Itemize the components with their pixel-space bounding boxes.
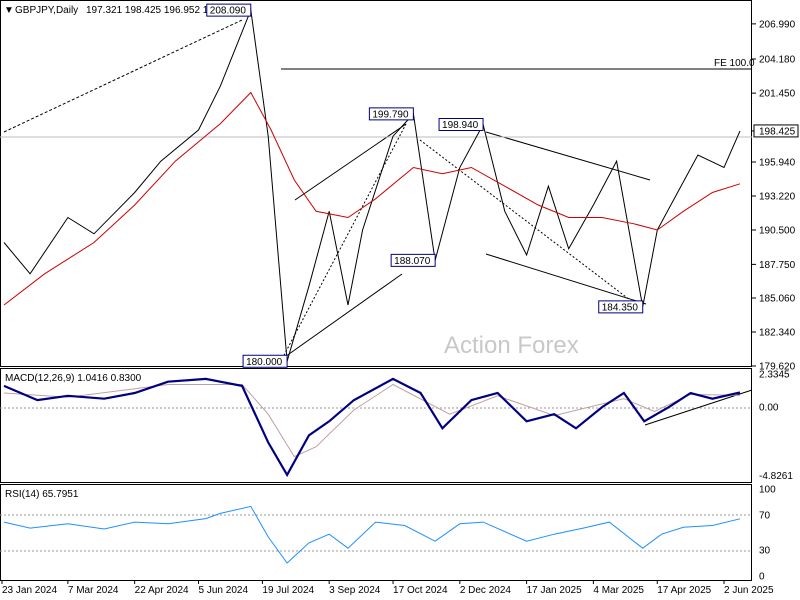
pivot-label: 199.790 xyxy=(372,109,409,120)
x-tick-label: 17 Oct 2024 xyxy=(393,585,448,596)
descending-dotted-line xyxy=(419,139,631,301)
macd-tick-label: 0.00 xyxy=(759,403,779,414)
descending-upper-line xyxy=(485,131,651,181)
descending-lower-line xyxy=(485,253,647,305)
macd-tick-label: -4.8261 xyxy=(759,471,793,482)
x-tick-label: 4 Mar 2025 xyxy=(593,585,644,596)
x-tick-label: 2 Dec 2024 xyxy=(460,585,512,596)
x-tick-label: 22 Apr 2024 xyxy=(135,585,189,596)
x-tick-label: 2 Jun 2025 xyxy=(724,585,774,596)
pivot-label: 180.000 xyxy=(246,357,283,368)
x-tick-label: 7 Mar 2024 xyxy=(68,585,119,596)
macd-signal-line xyxy=(3,383,741,458)
rsi-title: RSI(14) 65.7951 xyxy=(5,489,79,500)
price-tick-label: 201.450 xyxy=(759,89,796,100)
channel-upper-line xyxy=(294,123,407,201)
rsi-tick-label: 0 xyxy=(759,572,765,583)
pivot-label-box xyxy=(242,354,288,368)
pivot-label: 184.350 xyxy=(602,302,639,313)
moving-average-line xyxy=(3,91,741,306)
x-tick-label: 17 Apr 2025 xyxy=(657,585,711,596)
channel-dotted-mid xyxy=(281,123,407,360)
price-tick-label: 195.940 xyxy=(759,158,796,169)
price-tick-label: 187.750 xyxy=(759,260,796,271)
price-tick-label: 193.220 xyxy=(759,192,796,203)
rsi-line xyxy=(3,505,741,564)
x-tick-label: 19 Jul 2024 xyxy=(262,585,314,596)
pivot-label-box xyxy=(368,107,414,121)
price-tick-label: 206.990 xyxy=(759,19,796,30)
rsi-tick-label: 70 xyxy=(759,511,771,522)
rsi-tick-label: 30 xyxy=(759,545,771,556)
header-ohlc: 197.321 198.425 196.952 198.425 xyxy=(86,5,239,16)
price-tick-label: 179.620 xyxy=(759,362,796,373)
header-arrow-icon: ▼ xyxy=(4,5,14,16)
pivot-label: 188.070 xyxy=(394,256,431,267)
rsi-tick-label: 100 xyxy=(759,485,776,496)
price-panel-frame xyxy=(0,0,752,367)
x-tick-label: 23 Jan 2024 xyxy=(2,585,57,596)
x-tick-label: 5 Jun 2024 xyxy=(199,585,249,596)
price-tick-label: 204.180 xyxy=(759,55,796,66)
fe-label: FE 100.0 xyxy=(714,58,755,69)
pivot-label-box xyxy=(390,253,436,267)
x-tick-label: 3 Sep 2024 xyxy=(329,585,381,596)
macd-tick-label: 2.3345 xyxy=(759,370,790,381)
pivot-label-box xyxy=(438,118,484,131)
price-tick-label: 185.060 xyxy=(759,294,796,305)
last-price-box xyxy=(753,124,799,138)
watermark: Action Forex xyxy=(444,332,579,359)
trend-dotted-upper xyxy=(3,19,243,133)
macd-trendline xyxy=(644,389,753,426)
macd-main-line xyxy=(3,377,741,478)
price-tick-label: 190.500 xyxy=(759,226,796,237)
macd-title: MACD(12,26,9) 1.0416 0.8300 xyxy=(5,373,142,384)
header-symbol: GBPJPY,Daily xyxy=(15,5,78,16)
macd-panel-frame xyxy=(0,368,752,483)
pivot-label: 208.090 xyxy=(210,6,247,17)
x-tick-label: 17 Jan 2025 xyxy=(527,585,582,596)
channel-lower-line xyxy=(281,273,403,360)
pivot-label: 198.940 xyxy=(442,120,479,131)
price-tick-label: 182.340 xyxy=(759,328,796,339)
rsi-panel-frame xyxy=(0,484,752,581)
price-tick-label: 198.425 xyxy=(759,126,796,137)
price-series-line xyxy=(3,8,741,362)
pivot-label-box xyxy=(206,3,252,17)
pivot-label-box xyxy=(598,300,644,314)
